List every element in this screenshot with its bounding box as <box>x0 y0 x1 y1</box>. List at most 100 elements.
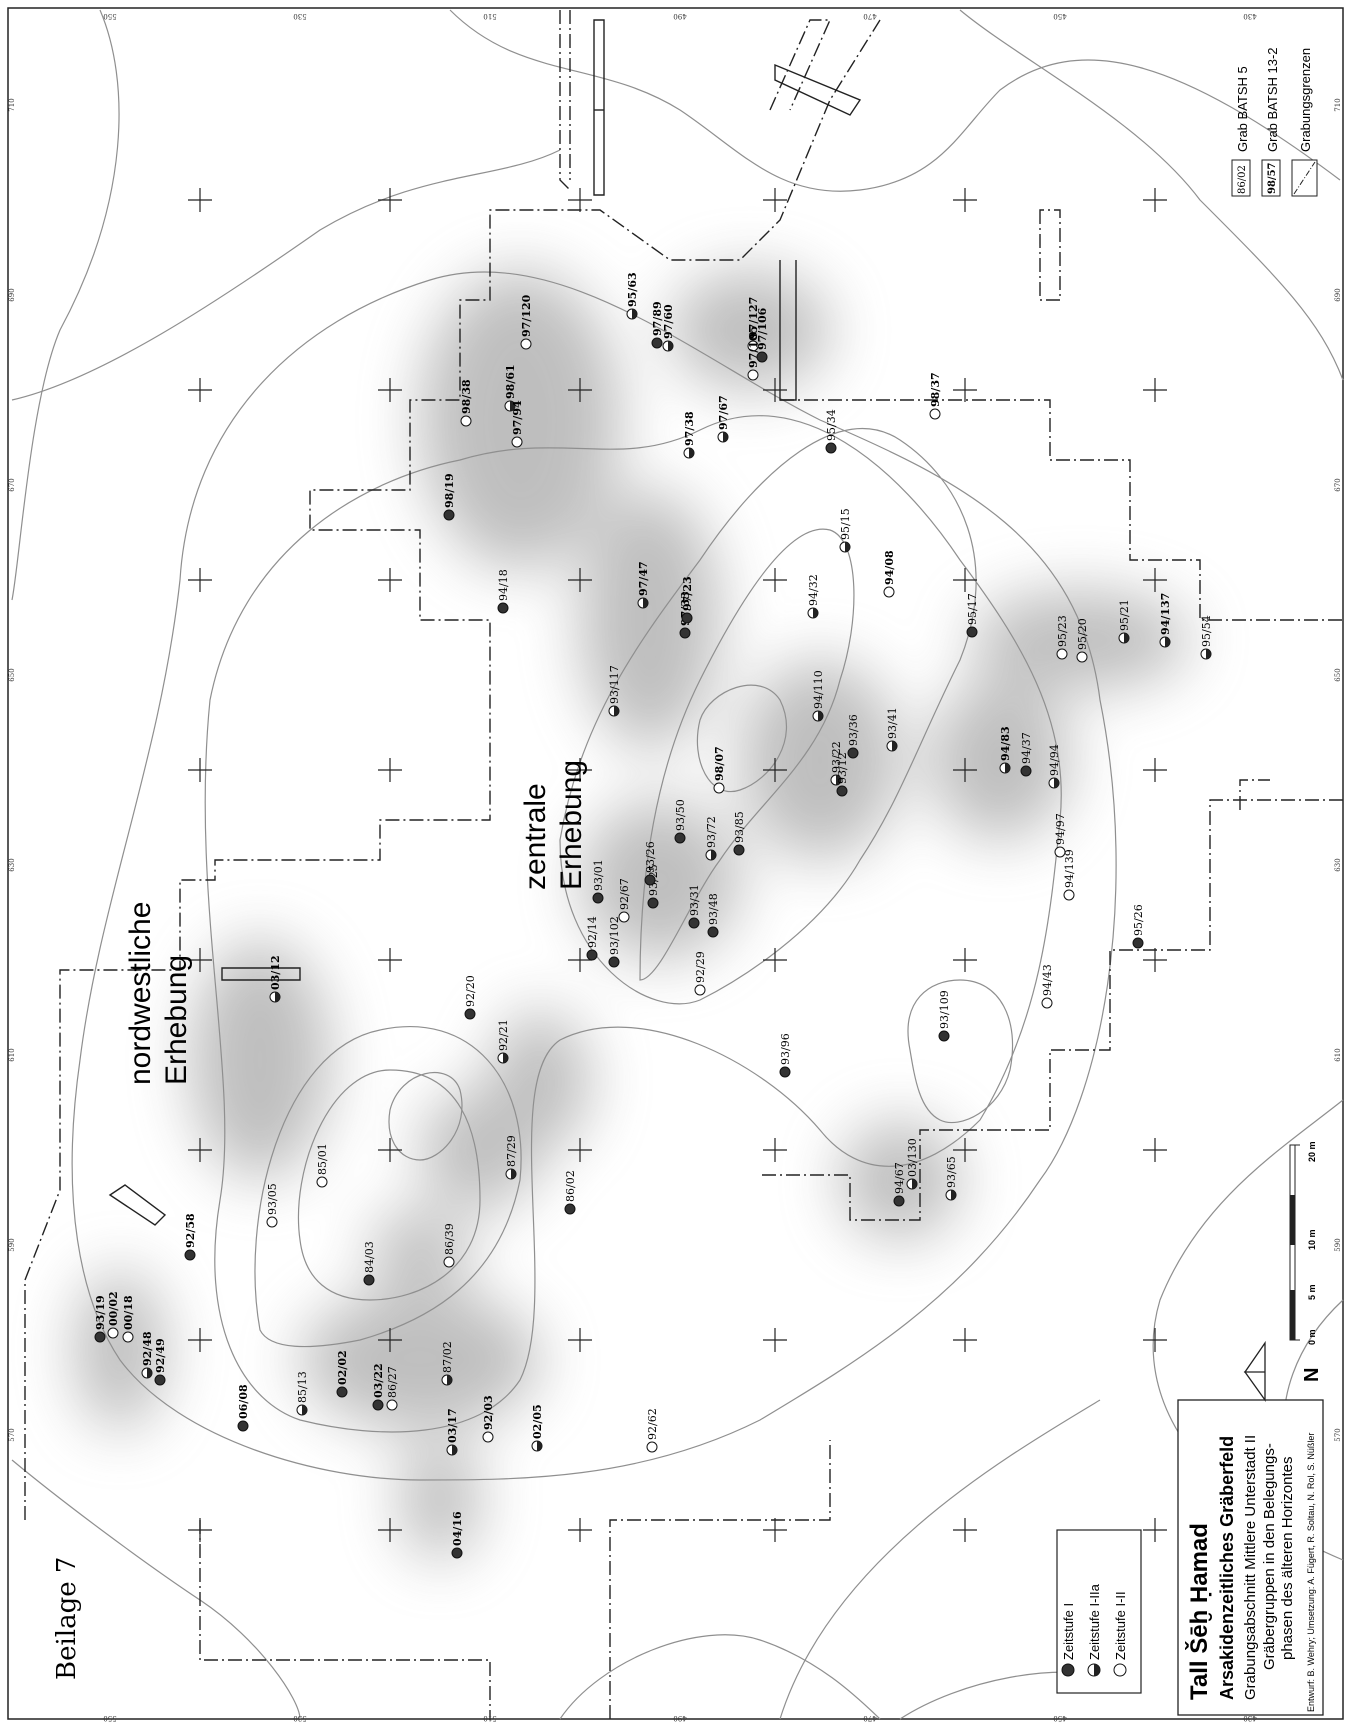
grave-label: 97/127 <box>747 297 760 339</box>
grave-symbol <box>1132 937 1144 949</box>
grave-symbol <box>618 911 630 923</box>
svg-text:10 m: 10 m <box>1307 1229 1317 1250</box>
grave-marker: 92/48 <box>141 1331 154 1379</box>
grid-crosses <box>188 188 1167 1542</box>
map-frame <box>7 7 1344 1720</box>
grave-label: 95/17 <box>966 593 979 625</box>
grave-marker: 92/67 <box>618 878 631 923</box>
scale-bar: 0 m 5 m 10 m 20 m <box>1289 1141 1317 1345</box>
grave-symbol-half <box>1165 637 1170 647</box>
grave-symbol <box>460 415 472 427</box>
grave-label: 87/29 <box>505 1135 518 1167</box>
grid-label-side: 650 <box>8 668 16 681</box>
grave-symbol-half <box>951 1190 956 1200</box>
grave-label: 94/83 <box>999 726 1012 761</box>
grave-marker: 92/21 <box>497 1019 510 1064</box>
grave-marker: 85/01 <box>316 1143 329 1188</box>
grave-label: 93/48 <box>707 893 720 925</box>
grave-marker: 94/43 <box>1041 964 1054 1009</box>
title-block: Tall Šēḫ Ḥamad Arsakidenzeitliches Gräbe… <box>1177 1399 1324 1716</box>
grave-symbol <box>681 612 693 624</box>
grave-symbol-half <box>818 711 823 721</box>
grave-symbol-half <box>275 992 280 1002</box>
grave-symbol <box>94 1331 106 1343</box>
grave-marker: 98/37 <box>929 372 942 420</box>
grave-marker: 97/105 <box>747 326 760 381</box>
grave-marker: 97/47 <box>637 561 650 609</box>
grave-symbol <box>651 337 663 349</box>
grave-label: 95/26 <box>1132 904 1145 936</box>
grave-symbol <box>154 1374 166 1386</box>
grave-marker: 02/05 <box>531 1404 544 1452</box>
grave-label: 92/48 <box>141 1331 154 1366</box>
region-label-northwest: nordwestliche Erhebung <box>124 902 193 1085</box>
grave-symbol <box>372 1399 384 1411</box>
grave-marker: 93/05 <box>266 1183 279 1228</box>
grave-marker: 93/31 <box>688 884 701 929</box>
grave-symbol <box>184 1249 196 1261</box>
subtitle-text: Arsakidenzeitliches Gräberfeld <box>1217 1436 1237 1700</box>
grave-symbol <box>482 1431 494 1443</box>
grave-marker: 03/22 <box>372 1363 385 1411</box>
grave-label: 93/41 <box>886 707 899 739</box>
grave-label: 97/89 <box>651 301 664 336</box>
grave-marker: 00/02 <box>107 1291 120 1339</box>
grave-symbol <box>363 1274 375 1286</box>
credits-text: Entwurf: B. Wehry; Umsetzung: A. Fügert,… <box>1306 1433 1316 1712</box>
grave-marker: 93/117 <box>608 665 621 717</box>
grave-symbol <box>929 408 941 420</box>
legend-item-zeitstufe-1: Zeitstufe I <box>1061 1603 1076 1677</box>
grave-label: 93/85 <box>733 811 746 843</box>
grave-symbol <box>511 436 523 448</box>
grave-marker: 94/97 <box>1054 813 1067 858</box>
grave-symbol <box>336 1386 348 1398</box>
region-central-line1: zentrale <box>519 783 552 890</box>
grid-label-top: 510 <box>483 1714 496 1722</box>
grave-marker: 93/22 <box>830 741 843 786</box>
grave-symbol-half <box>1054 778 1059 788</box>
grave-marker: 97/38 <box>683 411 696 459</box>
grave-symbol-half <box>147 1368 152 1378</box>
grave-label: 95/20 <box>1076 618 1089 650</box>
grave-label: 94/43 <box>1041 964 1054 996</box>
grave-symbol-half <box>892 741 897 751</box>
grave-marker: 97/106 <box>756 307 769 363</box>
grid-labels: 550 550 530 530 510 510 490 490 470 470 450 450 430 4… <box>8 12 1342 1722</box>
grave-label: 97/94 <box>511 400 524 435</box>
grave-symbol <box>592 892 604 904</box>
grave-label: 97/47 <box>637 561 650 596</box>
grave-label: 92/14 <box>586 916 599 948</box>
grave-symbol <box>586 949 598 961</box>
grave-label: 98/38 <box>460 379 473 414</box>
grave-marker: 93/72 <box>705 816 718 861</box>
grave-marker: 93/65 <box>945 1156 958 1201</box>
grave-label: 94/08 <box>883 550 896 585</box>
grave-symbol <box>893 1195 905 1207</box>
sheet-label: Beilage 7 <box>52 1557 82 1680</box>
grave-marker: 94/08 <box>883 550 896 598</box>
grid-label-side: 670 <box>8 478 16 491</box>
grave-label: 95/15 <box>839 508 852 540</box>
grave-label: 92/58 <box>184 1213 197 1248</box>
grid-label-top: 530 <box>293 12 306 20</box>
grave-symbol-half <box>452 1445 457 1455</box>
grid-label-side: 710 <box>1334 98 1342 111</box>
grave-symbol-half <box>302 1405 307 1415</box>
grave-symbol-half <box>1005 763 1010 773</box>
grave-marker: 94/67 <box>893 1162 906 1207</box>
region-central-line2: Erhebung <box>555 760 588 890</box>
grave-label: 93/96 <box>779 1033 792 1065</box>
grave-label: 04/16 <box>451 1511 464 1546</box>
grave-symbol <box>733 844 745 856</box>
grid-label-side: 590 <box>8 1238 16 1251</box>
grave-symbol <box>316 1176 328 1188</box>
grave-marker: 94/110 <box>812 670 825 722</box>
grave-marker: 93/12 <box>836 752 849 797</box>
trench-outlines <box>108 19 862 1226</box>
legend-batsh5-label: Grab BATSH 5 <box>1235 66 1250 152</box>
grave-symbol-half <box>912 1179 917 1189</box>
grave-label: 97/120 <box>520 294 533 337</box>
grave-marker: 98/07 <box>713 746 726 794</box>
grave-symbol <box>107 1327 119 1339</box>
grave-marker: 94/32 <box>807 574 820 619</box>
